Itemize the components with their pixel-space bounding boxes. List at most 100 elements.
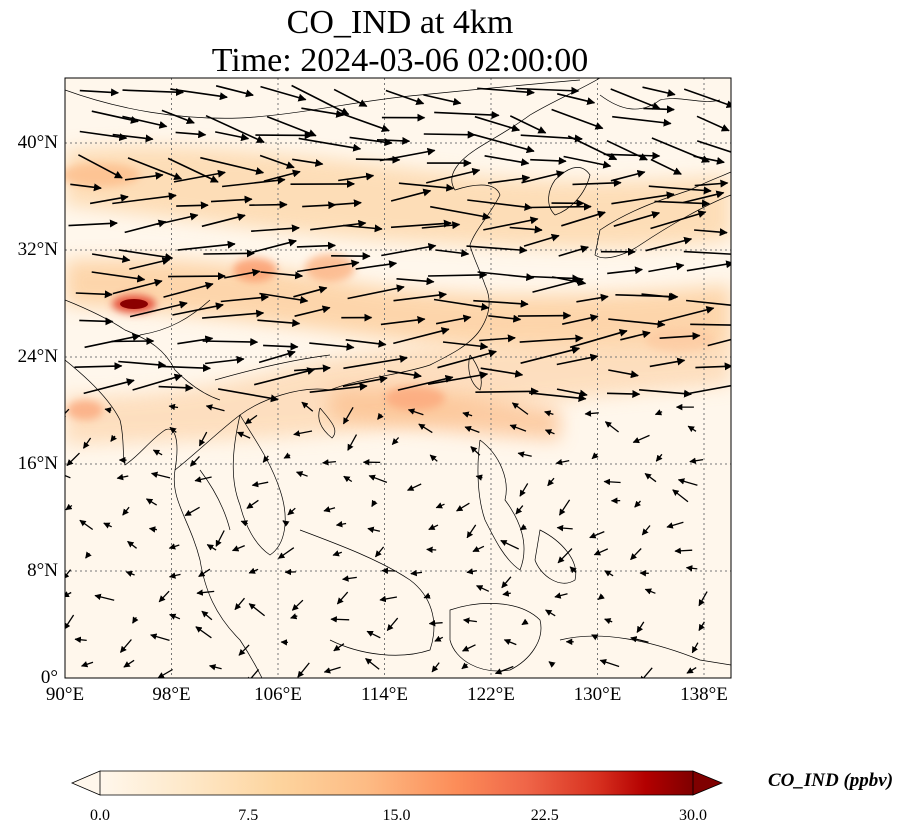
wind-arrow: [65, 591, 72, 598]
wind-arrow: [693, 155, 725, 165]
wind-arrow: [427, 371, 489, 385]
latitude-tick-label: 32°N: [17, 239, 58, 260]
wind-arrow: [248, 603, 266, 617]
wind-arrow: [333, 88, 368, 108]
wind-arrow: [494, 665, 514, 675]
colorbar-tick-label: 30.0: [679, 807, 707, 824]
wind-arrow: [301, 401, 314, 412]
wind-arrow: [132, 373, 183, 391]
wind-arrow: [170, 88, 228, 101]
latitude-tick-label: 8°N: [27, 560, 58, 581]
wind-arrow: [620, 330, 651, 341]
wind-arrow: [66, 452, 80, 466]
wind-arrow: [437, 349, 497, 369]
wind-arrow: [644, 588, 656, 595]
wind-arrow: [484, 155, 530, 167]
wind-arrow: [597, 593, 605, 601]
wind-arrow: [379, 147, 436, 162]
wind-arrow: [347, 284, 405, 300]
wind-arrow: [201, 610, 213, 621]
wind-arrow: [246, 499, 259, 509]
colorbar: [70, 770, 724, 796]
wind-arrow: [301, 107, 345, 118]
wind-arrow: [391, 437, 400, 445]
colorbar-tick-label: 22.5: [530, 807, 559, 824]
wind-arrow: [516, 86, 580, 95]
wind-arrow: [158, 590, 170, 603]
wind-arrow: [376, 136, 411, 145]
wind-arrow: [292, 158, 324, 167]
wind-arrow: [604, 570, 614, 577]
wind-arrow: [127, 157, 183, 180]
wind-arrow: [393, 291, 447, 302]
wind-arrow: [650, 210, 707, 230]
wind-arrow: [501, 576, 512, 589]
wind-arrow: [123, 659, 135, 668]
longitude-tick-label: 114°E: [361, 684, 408, 705]
wind-arrow: [487, 174, 531, 184]
wind-arrow: [173, 169, 226, 183]
wind-arrow: [659, 332, 701, 341]
wind-arrow: [530, 156, 567, 165]
wind-arrow: [517, 311, 572, 320]
wind-arrow: [648, 185, 712, 195]
wind-arrow: [150, 633, 170, 642]
wind-arrow: [293, 430, 313, 437]
wind-arrow: [260, 85, 307, 102]
wind-vector-field: [65, 84, 731, 678]
wind-arrow: [558, 499, 571, 516]
wind-arrow: [298, 137, 362, 152]
wind-arrow: [371, 499, 378, 508]
wind-arrow: [474, 115, 521, 132]
wind-arrow: [91, 253, 131, 263]
wind-arrow: [169, 426, 177, 434]
wind-arrow: [641, 292, 677, 301]
wind-arrow: [613, 211, 661, 227]
wind-arrow: [75, 290, 113, 299]
map-title-line1: CO_IND at 4km: [286, 4, 514, 41]
wind-arrow: [169, 613, 181, 620]
wind-arrow: [338, 172, 375, 182]
wind-arrow: [428, 619, 443, 627]
wind-arrow: [396, 277, 435, 286]
wind-arrow: [423, 94, 462, 106]
wind-arrow: [158, 383, 194, 392]
longitude-tick-label: 122°E: [467, 684, 515, 705]
wind-arrow: [345, 339, 387, 348]
wind-arrow: [91, 110, 139, 124]
wind-arrow: [118, 249, 174, 261]
wind-arrow: [576, 293, 609, 303]
wind-arrow: [520, 346, 581, 364]
wind-arrow: [466, 568, 477, 575]
wind-arrow: [433, 298, 490, 311]
wind-arrow: [157, 668, 173, 678]
wind-arrow: [473, 299, 529, 308]
wind-arrow: [125, 570, 135, 577]
wind-arrow: [556, 353, 599, 366]
wind-arrow: [612, 115, 672, 127]
wind-arrow: [122, 115, 168, 129]
wind-arrow: [336, 111, 390, 133]
wind-arrow: [649, 357, 686, 368]
wind-arrow: [176, 201, 209, 210]
wind-arrow: [472, 545, 485, 553]
wind-arrow: [343, 224, 383, 233]
wind-arrow: [707, 338, 731, 347]
wind-arrow: [347, 434, 358, 451]
wind-arrow: [426, 167, 481, 184]
colorbar-tick-label: 7.5: [238, 807, 259, 824]
wind-arrow: [529, 202, 592, 211]
wind-arrow: [659, 306, 715, 323]
wind-arrow: [203, 249, 255, 258]
wind-arrow: [606, 390, 641, 398]
wind-arrow: [683, 190, 725, 204]
wind-arrow: [161, 364, 211, 373]
wind-arrow: [110, 434, 117, 442]
wind-arrow: [116, 473, 129, 481]
wind-arrow: [677, 478, 698, 486]
wind-arrow: [557, 548, 573, 564]
wind-arrow: [584, 410, 599, 417]
wind-arrow: [517, 451, 532, 458]
map-frame: [64, 77, 732, 679]
